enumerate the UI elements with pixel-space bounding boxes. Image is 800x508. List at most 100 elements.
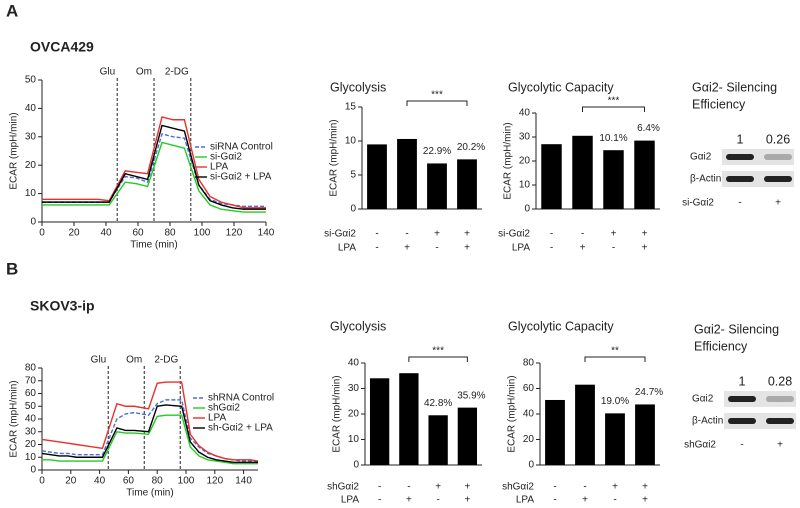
blot-row-label: β-Actin (690, 174, 721, 185)
y-tick-label: 50 (25, 401, 37, 412)
condition-mark: + (642, 495, 648, 506)
y-tick-label: 10 (345, 136, 357, 147)
panel-label: A (6, 1, 18, 20)
y-tick-label: 0 (350, 204, 356, 215)
condition-name: LPA (512, 243, 530, 254)
blot-band (728, 396, 756, 402)
bar (605, 413, 625, 465)
x-tick-label: 80 (164, 228, 176, 239)
bar (367, 144, 387, 209)
x-axis-label: Time (min) (126, 488, 173, 499)
blot-quantity: 1 (737, 132, 744, 146)
y-tick-label: 0 (524, 204, 530, 215)
significance-bracket (584, 356, 646, 362)
condition-mark: - (375, 229, 378, 240)
x-axis-label: Time (min) (130, 240, 177, 251)
condition-mark: - (378, 482, 381, 493)
chart-title: Glycolysis (330, 80, 386, 94)
condition-name: shGαi2 (502, 482, 534, 493)
y-tick-label: 40 (25, 414, 37, 425)
condition-mark: + (580, 243, 586, 254)
series-line (42, 141, 266, 213)
condition-mark: - (550, 243, 553, 254)
x-tick-label: 140 (235, 476, 252, 487)
legend-label: si-Gαi2 (210, 152, 242, 163)
x-tick-label: 140 (258, 228, 275, 239)
significance-label: *** (608, 96, 620, 107)
significance-label: *** (431, 90, 443, 101)
blot-title: Gαi2- Silencing (692, 80, 777, 94)
injection-label: 2-DG (165, 67, 189, 78)
y-tick-label: 80 (523, 358, 535, 369)
condition-name: LPA (516, 495, 534, 506)
y-tick-label: 70 (25, 375, 37, 386)
legend-label: shGαi2 (208, 403, 240, 414)
condition-mark: - (405, 229, 408, 240)
condition-mark: - (407, 482, 410, 493)
y-tick-label: 30 (25, 426, 37, 437)
condition-mark: + (406, 495, 412, 506)
blot-lane-mark: + (775, 198, 781, 209)
bar (635, 404, 655, 465)
blot-title: Gαi2- Silencing (694, 322, 779, 336)
chart-title: Glycolytic Capacity (508, 80, 614, 94)
blot-title: Efficiency (694, 339, 748, 353)
significance-label: ** (611, 346, 619, 357)
y-tick-label: 20 (523, 434, 535, 445)
bar-annotation: 6.4% (637, 123, 660, 134)
y-tick-label: 80 (25, 363, 37, 374)
injection-label: Glu (91, 355, 107, 366)
y-tick-label: 40 (519, 108, 531, 119)
injection-label: Om (136, 67, 152, 78)
y-tick-label: 15 (345, 102, 357, 113)
y-axis-label: ECAR (mpH/min) (329, 119, 340, 196)
y-tick-label: 10 (25, 452, 37, 463)
injection-label: 2-DG (154, 355, 178, 366)
y-tick-label: 0 (528, 460, 534, 471)
condition-mark: - (550, 229, 553, 240)
x-tick-label: 20 (68, 228, 80, 239)
condition-mark: - (436, 495, 439, 506)
condition-mark: + (464, 482, 470, 493)
x-tick-label: 60 (132, 228, 144, 239)
y-tick-label: 20 (25, 160, 37, 171)
y-tick-label: 20 (519, 156, 531, 167)
x-tick-label: 20 (65, 476, 77, 487)
x-tick-label: 120 (206, 476, 223, 487)
bar-annotation: 42.8% (424, 398, 452, 409)
blot-lane-mark: - (738, 198, 741, 209)
blot-row-label: β-Actin (692, 416, 723, 427)
condition-mark: + (642, 243, 648, 254)
condition-mark: + (611, 229, 617, 240)
condition-mark: - (612, 243, 615, 254)
condition-mark: + (404, 243, 410, 254)
blot-band (728, 418, 756, 424)
y-axis-label: ECAR (mpH/min) (507, 375, 518, 452)
x-tick-label: 100 (178, 476, 195, 487)
y-tick-label: 20 (25, 439, 37, 450)
blot-band (726, 154, 754, 160)
bar-annotation: 19.0% (601, 396, 629, 407)
bar (603, 150, 624, 209)
blot-band (764, 154, 792, 160)
x-tick-label: 40 (94, 476, 106, 487)
blot-row-label: Gαi2 (692, 394, 714, 405)
condition-mark: - (553, 482, 556, 493)
condition-mark: + (464, 495, 470, 506)
blot-quantity: 1 (739, 374, 746, 388)
blot-band (766, 396, 794, 402)
y-tick-label: 30 (519, 132, 531, 143)
bar (541, 144, 562, 209)
series-line (42, 414, 258, 465)
legend-label: LPA (210, 162, 228, 173)
bar-annotation: 24.7% (635, 387, 663, 398)
cell-line: OVCA429 (30, 39, 94, 55)
significance-bracket (406, 100, 468, 106)
x-tick-label: 0 (39, 476, 45, 487)
bar-annotation: 20.2% (457, 142, 485, 153)
y-tick-label: 10 (519, 180, 531, 191)
condition-mark: + (612, 482, 618, 493)
blot-lane-mark: - (740, 440, 743, 451)
condition-mark: - (583, 482, 586, 493)
